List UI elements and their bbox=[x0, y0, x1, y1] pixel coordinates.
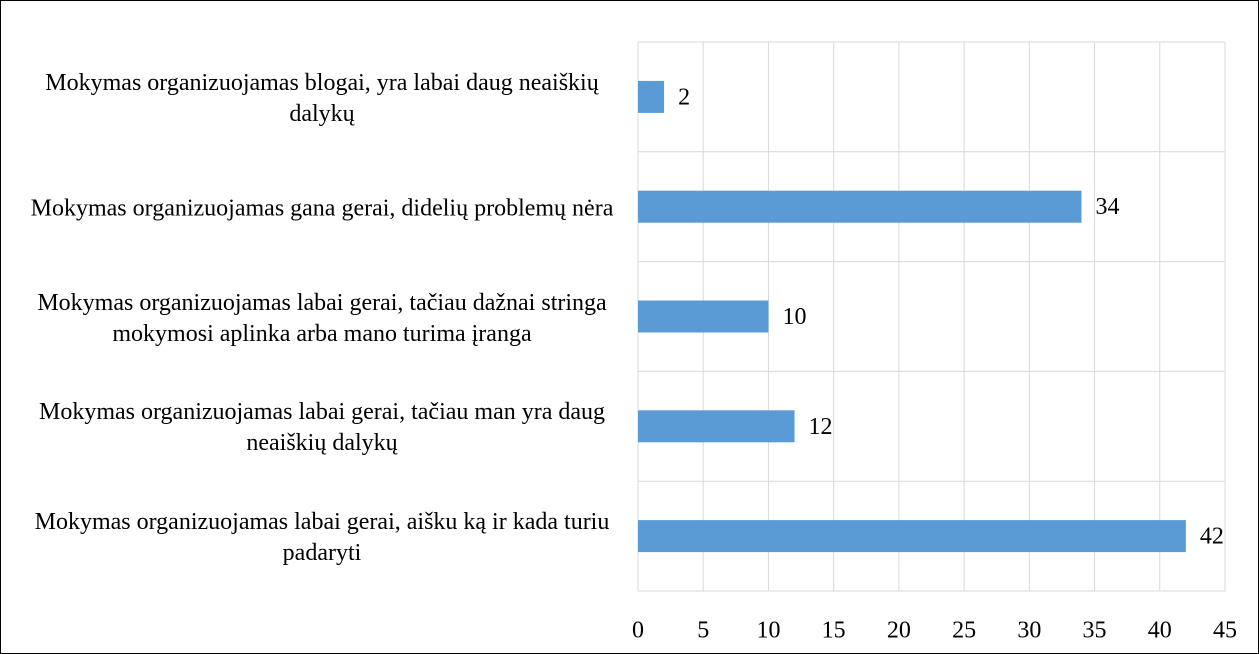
data-label: 2 bbox=[678, 84, 690, 110]
x-tick-label: 0 bbox=[632, 618, 644, 644]
category-label: Mokymas organizuojamas blogai, yra labai… bbox=[45, 69, 599, 127]
category-label: Mokymas organizuojamas labai gerai, tači… bbox=[37, 289, 607, 347]
x-tick-label: 10 bbox=[756, 618, 780, 644]
x-tick-label: 45 bbox=[1213, 618, 1237, 644]
category-label: Mokymas organizuojamas labai gerai, aišk… bbox=[34, 509, 610, 567]
bar bbox=[638, 300, 769, 333]
bar bbox=[638, 520, 1186, 553]
data-label: 42 bbox=[1200, 524, 1224, 550]
category-label: Mokymas organizuojamas gana gerai, didel… bbox=[30, 195, 614, 222]
data-label: 12 bbox=[809, 414, 833, 440]
bar bbox=[638, 190, 1082, 223]
x-tick-label: 30 bbox=[1017, 618, 1041, 644]
x-tick-label: 25 bbox=[952, 618, 976, 644]
bar bbox=[638, 80, 665, 113]
bar bbox=[638, 410, 795, 443]
data-label: 34 bbox=[1096, 194, 1120, 220]
x-tick-label: 40 bbox=[1148, 618, 1172, 644]
x-tick-label: 20 bbox=[887, 618, 911, 644]
x-tick-label: 35 bbox=[1083, 618, 1107, 644]
x-tick-label: 15 bbox=[822, 618, 846, 644]
category-label: Mokymas organizuojamas labai gerai, tači… bbox=[38, 399, 606, 457]
data-label: 10 bbox=[782, 304, 806, 330]
x-tick-label: 5 bbox=[697, 618, 709, 644]
